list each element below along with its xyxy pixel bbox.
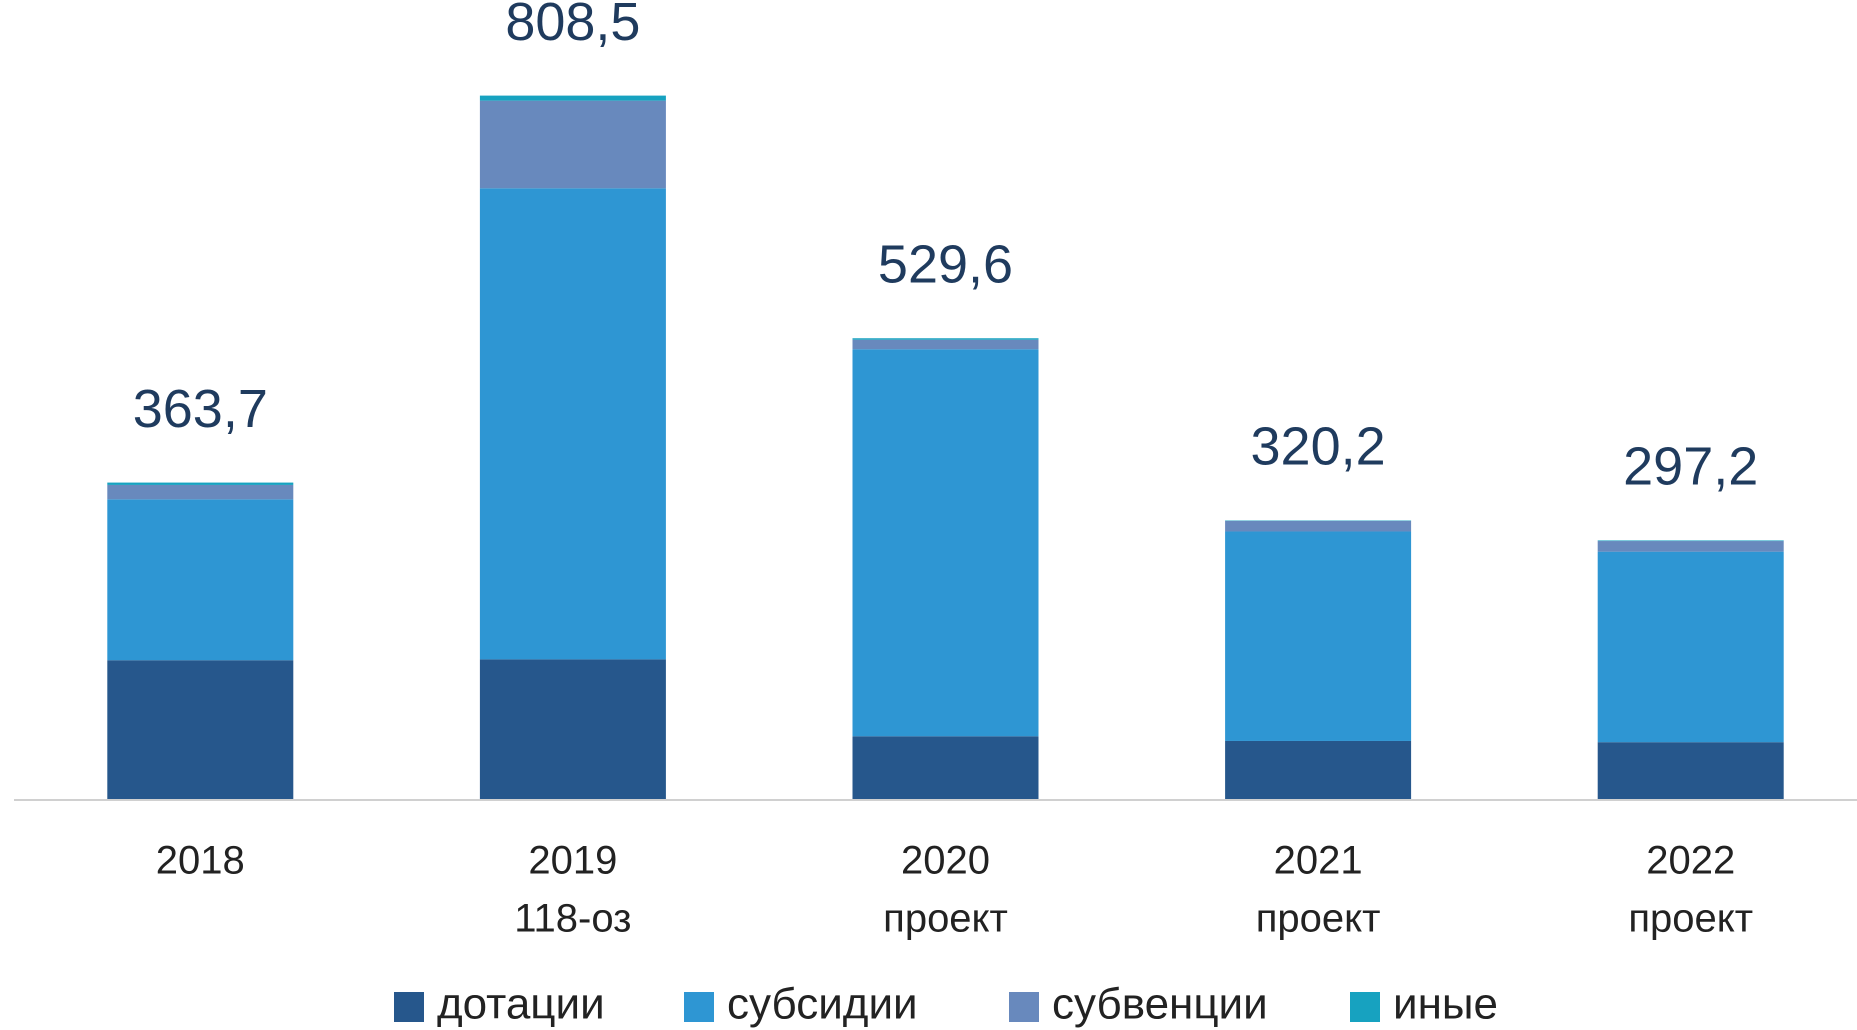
- total-label: 320,2: [1251, 417, 1386, 477]
- bar-segment: [852, 349, 1039, 737]
- legend-swatch: [394, 992, 424, 1022]
- x-tick-label: 2022: [1646, 839, 1735, 883]
- bar-segment: [479, 100, 666, 189]
- x-tick-sublabel: 118-оз: [514, 897, 631, 941]
- legend-label: иные: [1393, 980, 1498, 1029]
- bar-segment: [852, 736, 1039, 799]
- bar-segment: [852, 338, 1039, 340]
- bar-segment: [479, 95, 666, 101]
- legend-swatch: [684, 992, 714, 1022]
- total-label: 529,6: [878, 235, 1013, 295]
- x-tick-sublabel: проект: [1256, 897, 1381, 941]
- bar-segment: [107, 484, 294, 500]
- bar-segment: [1597, 541, 1784, 552]
- bar-segment: [1225, 520, 1412, 532]
- total-label: 363,7: [133, 379, 268, 439]
- legend-label: субвенции: [1052, 980, 1268, 1029]
- bar-segment: [852, 339, 1039, 350]
- legend-swatch: [1350, 992, 1380, 1022]
- bar-segment: [1597, 540, 1784, 542]
- x-tick-label: 2018: [156, 839, 245, 883]
- legend-swatch: [1009, 992, 1039, 1022]
- bar-segment: [1225, 740, 1412, 799]
- total-label: 808,5: [505, 0, 640, 52]
- bar-segment: [479, 659, 666, 799]
- bar-segment: [1597, 551, 1784, 743]
- legend-label: дотации: [437, 980, 605, 1029]
- bar-segment: [479, 188, 666, 660]
- x-tick-sublabel: проект: [1628, 897, 1753, 941]
- legend-label: субсидии: [727, 980, 918, 1029]
- x-tick-label: 2019: [528, 839, 617, 883]
- x-tick-label: 2020: [901, 839, 990, 883]
- x-tick-label: 2021: [1274, 839, 1363, 883]
- bar-segment: [107, 660, 294, 799]
- x-tick-sublabel: проект: [883, 897, 1008, 941]
- bar-segment: [1225, 531, 1412, 741]
- bar-segment: [1597, 742, 1784, 799]
- bar-segment: [107, 482, 294, 485]
- total-label: 297,2: [1623, 437, 1758, 497]
- bar-segment: [107, 499, 294, 661]
